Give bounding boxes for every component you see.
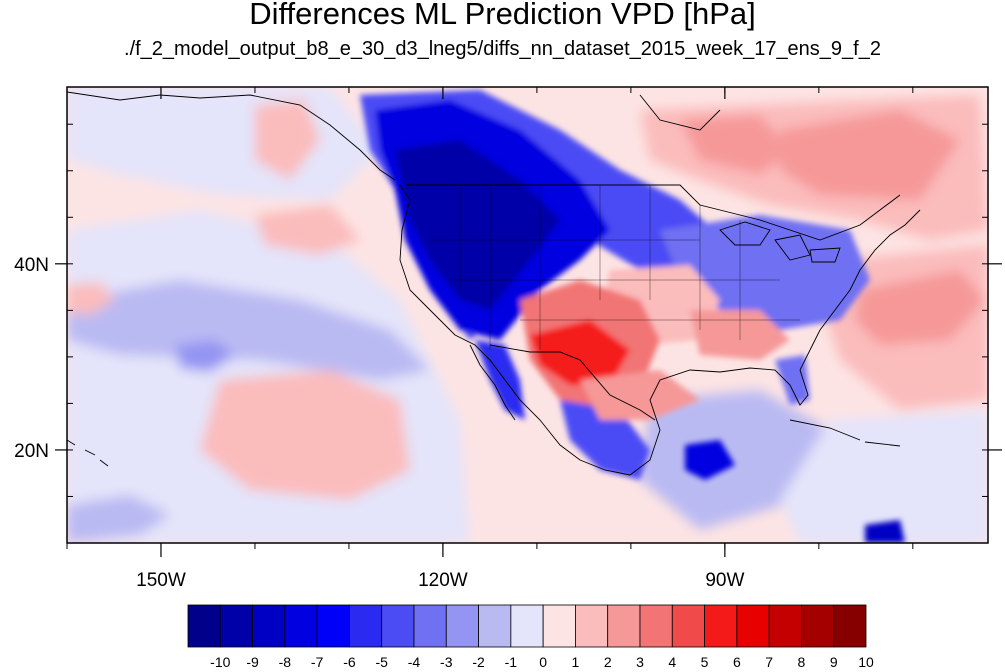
region-pacific-pink-west (67, 282, 115, 315)
colorbar-label: 6 (733, 654, 741, 670)
region-caribbean-dark (865, 520, 905, 543)
region-caribbean-light (780, 410, 988, 543)
region-atlantic-core (855, 270, 985, 345)
region-eastern-pacific-negative (67, 280, 430, 380)
colorbar-swatch (445, 604, 479, 648)
colorbar-swatch (413, 604, 447, 648)
colorbar-swatch (833, 604, 867, 648)
region-mid-pacific-blue (175, 340, 235, 372)
colorbar-swatch (704, 604, 738, 648)
colorbar-label: 8 (798, 654, 806, 670)
colorbar-label: -6 (343, 654, 356, 670)
region-eastern-canada-core (680, 110, 960, 200)
lat-tick-label: 40N (14, 255, 49, 276)
colorbar-label: 9 (830, 654, 838, 670)
east-coast (809, 209, 921, 351)
colorbar-label: -10 (210, 654, 230, 670)
west-coast (399, 184, 631, 476)
us-mexico-border (489, 344, 656, 421)
lon-tick-label: 120W (418, 570, 468, 591)
colorbar-label: 2 (604, 654, 612, 670)
colorbar-label: -3 (440, 654, 453, 670)
colorbar-swatch (219, 604, 253, 648)
colorbar-swatch (671, 604, 705, 648)
colorbar-label: -7 (311, 654, 324, 670)
region-pacific-pink-mid (255, 205, 360, 255)
colorbar-label: 1 (572, 654, 580, 670)
colorbar-label: -9 (246, 654, 259, 670)
colorbar-label: -5 (375, 654, 388, 670)
colorbar-swatch (510, 604, 544, 648)
region-pacific-pink-north (255, 100, 320, 180)
hispaniola (864, 441, 901, 447)
colorbar-label: -8 (279, 654, 292, 670)
colorbar-swatch (607, 604, 641, 648)
gulf-coast (629, 349, 811, 476)
colorbar-swatch (187, 604, 221, 648)
colorbar-swatch (801, 604, 835, 648)
map-frame (66, 86, 989, 544)
lon-tick-label: 90W (705, 570, 744, 591)
alaska-coast (67, 91, 396, 181)
canada-us-border (405, 184, 901, 241)
region-yucatan-negative (685, 440, 735, 480)
region-northern-rockies-negative (395, 140, 560, 310)
map-plot-area (67, 87, 988, 543)
colorbar-label: 7 (765, 654, 773, 670)
lat-tick-label: 20N (14, 441, 49, 462)
coastlines (67, 91, 921, 476)
region-southwest-core (530, 320, 630, 385)
region-south-pacific-blue (67, 495, 170, 543)
colorbar-swatch (478, 604, 512, 648)
colorbar-label: 3 (636, 654, 644, 670)
state-lines-1 (459, 185, 741, 350)
colorbar-label: 4 (668, 654, 676, 670)
field-layer (67, 87, 988, 543)
colorbar-label: -4 (408, 654, 421, 670)
colorbar-swatch (316, 604, 350, 648)
region-central-pacific-positive (200, 370, 410, 500)
lon-tick-label: 150W (136, 570, 186, 591)
colorbar-label: 5 (701, 654, 709, 670)
colorbar-swatch (349, 604, 383, 648)
hawaii (67, 439, 109, 467)
cuba (789, 419, 861, 441)
axis-ticks (55, 87, 1002, 557)
colorbar-swatch (252, 604, 286, 648)
region-baja-negative (475, 340, 525, 420)
colorbar-swatch (542, 604, 576, 648)
hudson-bay (639, 94, 721, 131)
colorbar-swatch (736, 604, 770, 648)
axis-labels: 150W 120W 90W 40N 20N (14, 255, 744, 591)
map-subtitle: ./f_2_model_output_b8_e_30_d3_lneg5/diff… (124, 38, 881, 60)
colorbar-label: 10 (858, 654, 874, 670)
colorbar: -10 -9 -8 -7 -6 -5 -4 -3 -2 -1 0 1 2 3 4 5 6 7 8 9 10 (187, 604, 874, 670)
great-lakes (719, 221, 841, 263)
region-gulf-coast-positive (580, 370, 700, 420)
map-title: Differences ML Prediction VPD [hPa] (249, 0, 756, 31)
state-lines-2 (430, 239, 800, 321)
state-borders (430, 185, 800, 350)
region-caribbean-negative (640, 390, 830, 530)
colorbar-swatch (575, 604, 609, 648)
baja-coast (469, 344, 516, 421)
colorbar-swatch (639, 604, 673, 648)
colorbar-swatch (768, 604, 802, 648)
colorbar-swatch (284, 604, 318, 648)
colorbar-label: -1 (505, 654, 518, 670)
colorbar-label: 0 (539, 654, 547, 670)
colorbar-label: -2 (472, 654, 485, 670)
colorbar-swatch (381, 604, 415, 648)
